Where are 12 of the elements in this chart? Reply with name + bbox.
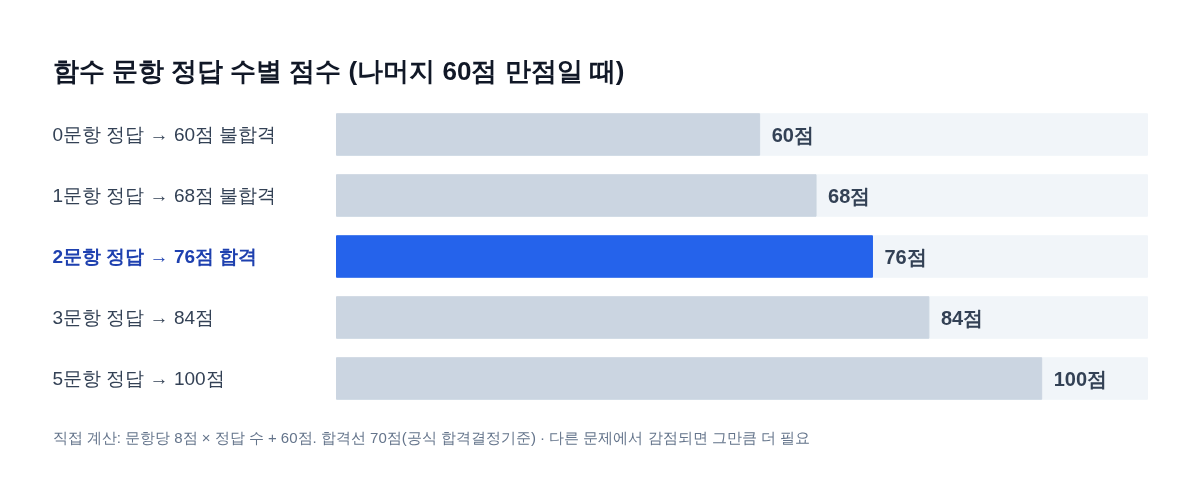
chart-title: 함수 문항 정답 수별 점수 (나머지 60점 만점일 때) [52,55,625,86]
y-tick-label: 5문항 정답 → 100점 [52,368,225,389]
y-tick-label: 2문항 정답 → 76점 합격 [52,246,258,267]
y-tick-label: 1문항 정답 → 68점 불합격 [52,185,277,206]
data-label: 60점 [771,123,814,146]
data-label: 84점 [940,306,984,329]
data-label: 68점 [828,184,871,207]
y-tick-label: 0문항 정답 → 60점 불합격 [52,124,277,145]
data-label: 100점 [1053,367,1108,390]
data-label: 76점 [884,245,927,268]
y-tick-label: 3문항 정답 → 84점 [52,307,215,328]
text: 직접 계산: 문항당 8점 × 정답 수 + 60점. 합격선 70점(공식 합격결정기준) · 다른 문제에서 감점되면 그만큼 더 필요 [52,429,811,446]
